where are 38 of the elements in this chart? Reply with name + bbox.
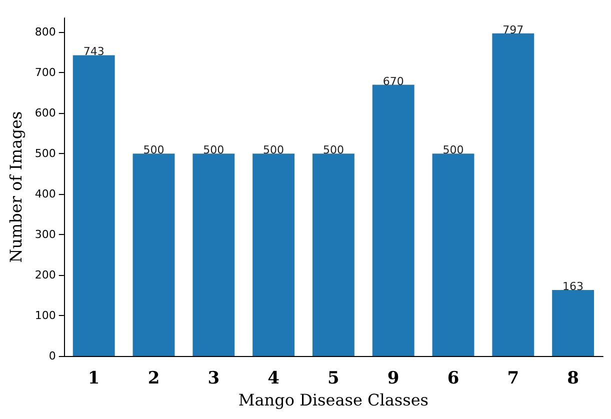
- bar: [252, 154, 295, 356]
- bar: [72, 55, 115, 356]
- y-tick-label: 0: [48, 350, 56, 362]
- y-tick-label: 800: [34, 26, 56, 39]
- x-tick-label: 9: [387, 368, 400, 388]
- y-axis-title: Number of Images: [6, 111, 26, 263]
- x-tick-label: 1: [88, 368, 100, 388]
- data-label: 500: [322, 144, 344, 157]
- x-tick-label: 5: [328, 368, 340, 388]
- bar: [132, 154, 175, 356]
- bar: [552, 290, 594, 356]
- data-label: 500: [203, 144, 224, 157]
- data-label: 500: [143, 144, 164, 157]
- data-label: 163: [562, 280, 584, 294]
- data-label: 743: [83, 45, 104, 58]
- bar: [372, 84, 414, 356]
- data-label: 797: [502, 23, 524, 36]
- x-tick-label: 4: [268, 368, 280, 388]
- bar: [492, 33, 534, 356]
- data-label: 500: [263, 144, 284, 157]
- bar: [312, 154, 354, 356]
- data-label: 670: [382, 74, 404, 88]
- y-tick-label: 400: [34, 188, 56, 201]
- y-tick-label: 300: [34, 228, 56, 242]
- x-tick-label: 7: [507, 368, 520, 388]
- x-axis-title: Mango Disease Classes: [238, 390, 429, 410]
- y-tick-label: 500: [34, 147, 56, 160]
- y-tick-label: 600: [34, 106, 56, 120]
- bar: [192, 154, 235, 356]
- x-tick-label: 8: [567, 368, 579, 388]
- data-label: 500: [442, 144, 464, 157]
- y-tick-label: 100: [34, 309, 56, 322]
- x-tick-label: 6: [447, 368, 460, 388]
- y-tick-label: 700: [34, 66, 56, 80]
- x-tick-label: 2: [148, 368, 160, 388]
- bar: [432, 154, 474, 356]
- x-tick-label: 3: [208, 368, 220, 388]
- y-tick-label: 200: [34, 268, 56, 282]
